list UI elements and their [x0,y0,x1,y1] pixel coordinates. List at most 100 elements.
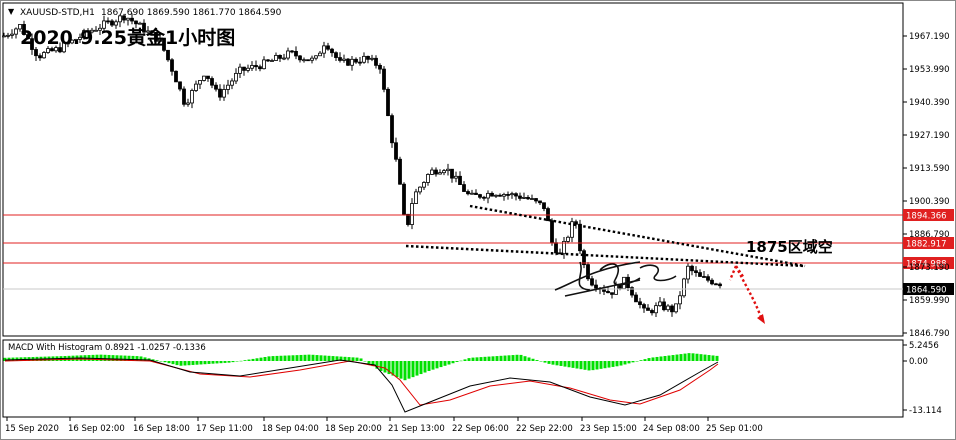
candle-body [538,200,542,204]
signature-scribble [554,261,677,297]
candle-body [294,50,298,57]
macd-histogram-bar [291,355,295,361]
candle-body [78,36,82,40]
macd-plot-area[interactable] [2,339,904,418]
candle-body [642,304,646,309]
axes-layer: 1967.190 1953.990 1940.390 1927.190 1913.590… [5,32,950,434]
macd-histogram-bar [707,355,711,361]
macd-histogram-bar [571,361,575,368]
macd-histogram-bar [119,355,123,361]
candle-body [578,223,582,252]
price-level-tag [903,209,954,221]
candle-body [706,276,710,281]
macd-histogram-bar [511,355,515,361]
candle-body [698,272,702,277]
macd-histogram-bar [327,355,331,361]
candle-body [254,65,258,68]
candle-body [318,52,322,57]
candle-body [522,197,526,199]
candle-body [530,198,534,200]
macd-histogram-bar [615,361,619,367]
macd-histogram-bar [355,357,359,361]
candle-body [486,192,490,199]
macd-histogram-bar [703,354,707,361]
macd-histogram-bar [691,353,695,361]
candle-body [526,197,530,200]
candle-body [50,48,54,52]
price-level-tag [903,283,954,295]
macd-histogram-bar [543,361,547,363]
candle-body [534,198,538,202]
macd-histogram-bar [183,361,187,366]
price-level-label: 1894.366 [906,212,947,222]
candle-body [202,75,206,81]
candle-body [426,174,430,183]
macd-histogram-bar [419,361,423,375]
macd-histogram-bar [307,354,311,361]
collapse-arrow-icon[interactable]: ▼ [8,7,15,16]
candle-body [366,55,370,60]
candle-body [238,66,242,74]
candle-body [242,66,246,71]
macd-histogram-bar [251,358,255,361]
candle-body [550,220,554,244]
macd-histogram-bar [563,361,567,367]
descending-trendline[interactable] [469,204,806,268]
candle-body [54,47,58,52]
macd-histogram-bar [659,356,663,361]
macd-histogram-bar [219,361,223,364]
price-tick-label: 1940.390 [909,98,950,108]
candle-body [618,284,622,289]
macd-histogram-bar [475,357,479,361]
candle-body [298,55,302,61]
time-tick-label: 17 Sep 11:00 [196,424,253,434]
macd-histogram-bar [287,355,291,361]
macd-histogram-bar [619,361,623,366]
macd-histogram-bar [635,361,639,362]
macd-histogram-bar [559,361,563,366]
macd-histogram-bar [383,361,387,373]
macd-histogram-bar [547,361,551,364]
candle-body [418,186,422,193]
lower-trendline[interactable] [405,244,806,268]
macd-histogram-bar [135,356,139,361]
macd-histogram-bar [295,355,299,361]
candle-body [218,88,222,98]
price-level-label: 1874.988 [906,260,947,270]
macd-title: MACD With Histogram 0.8921 -1.0257 -0.13… [8,343,206,353]
macd-histogram-bar [443,361,447,366]
candle-body [542,202,546,209]
main-plot-area[interactable] [2,2,904,337]
candle-body [430,169,434,175]
candle-body [10,33,14,36]
macd-histogram-bar [163,361,167,363]
candle-body [6,34,10,37]
price-tick-label: 1953.990 [909,65,950,75]
macd-histogram-bar [179,361,183,366]
candle-body [718,283,722,287]
macd-histogram-bar [495,356,499,361]
candle-body [46,48,50,53]
macd-histogram-bar [199,361,203,365]
macd-histogram-bar [3,357,7,361]
macd-histogram-bar [303,354,307,361]
candle-body [38,55,42,59]
trend-lines-layer [405,204,806,268]
candle-body [34,49,38,57]
candle-body [62,42,66,53]
macd-histogram-bar [671,355,675,361]
macd-histogram-bar [335,356,339,361]
candle-body [354,58,358,63]
candle-body [82,30,86,38]
macd-histogram-bar [107,354,111,361]
arrowhead-icon [757,314,765,324]
candle-body [30,38,34,50]
candle-body [482,196,486,199]
price-level-label: 1882.917 [906,240,947,250]
macd-histogram-bar [655,356,659,361]
price-level-label: 1864.590 [906,286,947,296]
candle-body [42,52,46,59]
candle-body [110,20,114,26]
